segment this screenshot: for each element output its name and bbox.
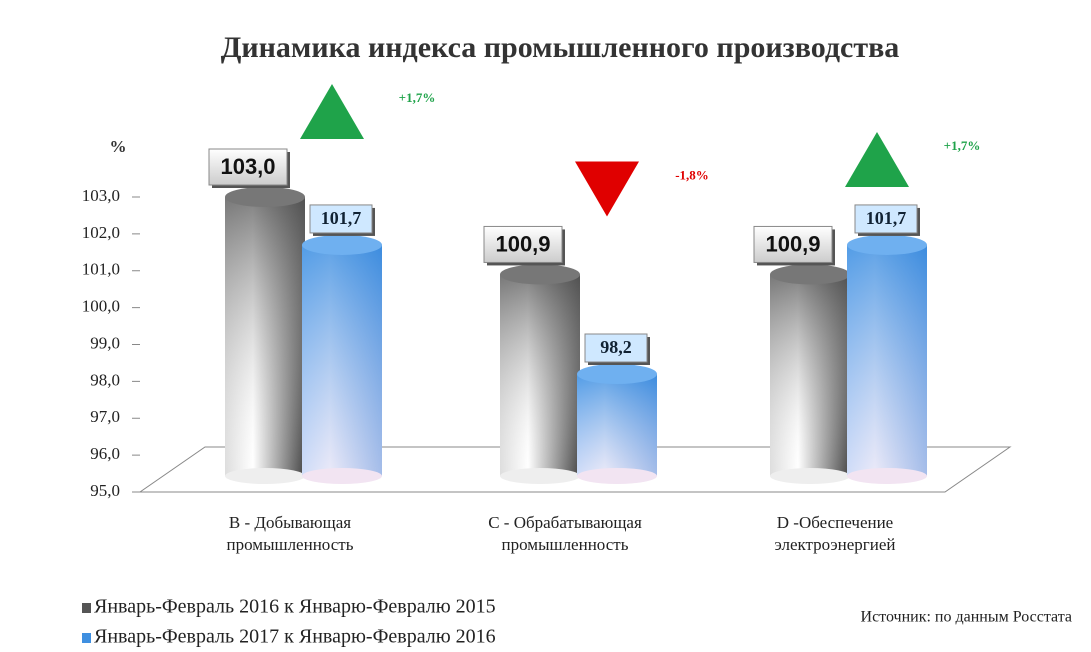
bar-base [500, 468, 580, 484]
bar-shade [577, 374, 657, 476]
y-tick-label: 102,0 [82, 223, 120, 242]
bar-cap [500, 264, 580, 285]
y-tick-label: 103,0 [82, 186, 120, 205]
bar-shade [302, 244, 382, 476]
annotation: +1,7% [399, 90, 436, 105]
label-box [483, 225, 563, 263]
label-box [208, 148, 288, 186]
trend-arrow [300, 84, 364, 139]
bar-base [770, 468, 850, 484]
bar-base [577, 468, 657, 484]
data-label: 101,7 [321, 208, 362, 228]
y-tick-label: 100,0 [82, 297, 120, 316]
bar-shade [225, 197, 305, 476]
bar [302, 234, 382, 484]
x-tick-label: C - Обрабатывающая промышленность [488, 513, 642, 554]
bar-base [847, 468, 927, 484]
legend-label: Январь-Февраль 2017 к Январю-Февралю 201… [94, 626, 496, 648]
bar-base [225, 468, 305, 484]
bar-shade [770, 274, 850, 476]
y-axis-label: % [110, 137, 127, 156]
data-label: 100,9 [495, 231, 550, 256]
label-box [753, 225, 833, 263]
annotation: +1,7% [944, 138, 981, 153]
annotation: -1,8% [675, 167, 709, 182]
bar-cap [770, 264, 850, 285]
y-tick-label: 97,0 [90, 407, 120, 426]
y-tick-label: 99,0 [90, 333, 120, 352]
y-tick-label: 101,0 [82, 260, 120, 279]
label-box [584, 333, 648, 363]
bar-cap [302, 234, 382, 255]
legend-swatch [82, 633, 91, 643]
bar-cap [847, 234, 927, 255]
bar [225, 187, 305, 484]
data-label: 98,2 [600, 337, 632, 357]
trend-arrow [845, 131, 909, 187]
y-tick-label: 95,0 [90, 481, 120, 500]
y-tick-label: 98,0 [90, 370, 120, 389]
bar-shade [500, 274, 580, 476]
bar [500, 264, 580, 484]
data-label: 101,7 [866, 208, 907, 228]
legend-swatch [82, 603, 91, 613]
bar [770, 264, 850, 484]
trend-arrow [575, 161, 639, 217]
chart-title: Динамика индекса промышленного производс… [221, 31, 900, 64]
bar-cap [225, 187, 305, 207]
source: Источник: по данным Росстата [861, 609, 1072, 626]
label-box [854, 204, 918, 234]
bar [577, 364, 657, 484]
x-tick-label: B - Добывающая промышленность [226, 513, 354, 554]
x-tick-label: D -Обеспечение электроэнергией [774, 513, 896, 554]
bar-base [302, 468, 382, 484]
bar [847, 234, 927, 484]
data-label: 100,9 [765, 231, 820, 256]
bar-shade [847, 244, 927, 476]
bar-cap [577, 364, 657, 384]
y-tick-label: 96,0 [90, 444, 120, 463]
data-label: 103,0 [220, 154, 275, 179]
label-box [309, 204, 373, 234]
legend-label: Январь-Февраль 2016 к Январю-Февралю 201… [94, 596, 496, 618]
